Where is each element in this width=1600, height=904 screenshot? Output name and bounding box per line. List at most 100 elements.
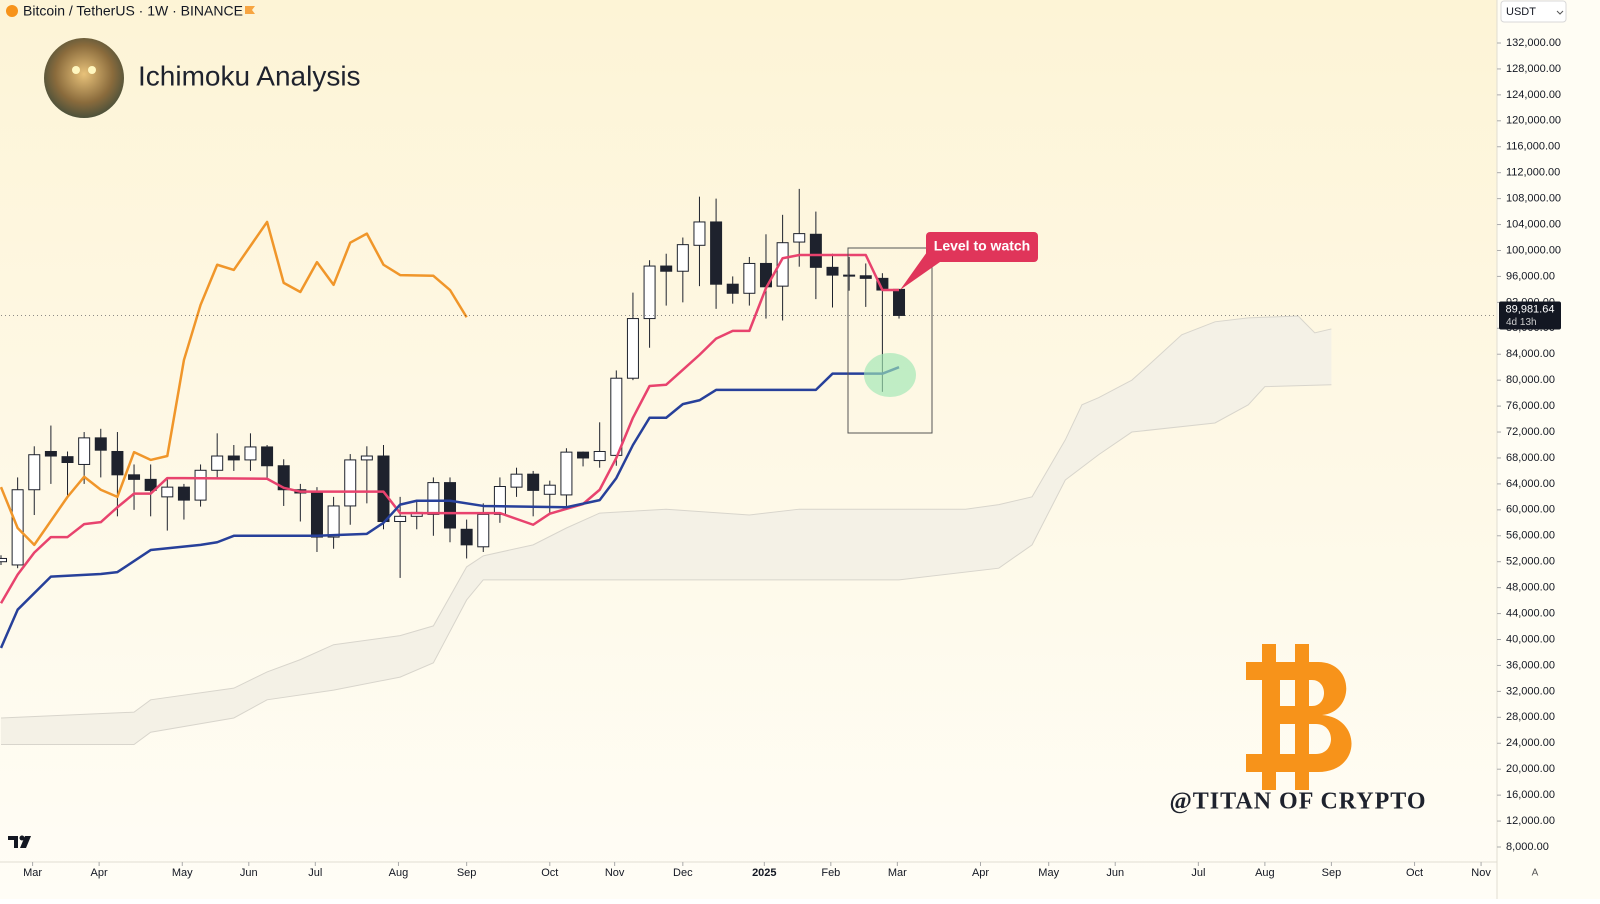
x-tick-label: Jul xyxy=(1191,867,1205,879)
candle-body xyxy=(527,473,540,491)
candle-body xyxy=(643,265,656,320)
candle-body xyxy=(809,233,822,268)
x-tick-label: May xyxy=(172,867,193,879)
y-tick-label: 20,000.00 xyxy=(1506,763,1555,775)
candle-body xyxy=(710,221,723,285)
currency-select[interactable] xyxy=(1500,0,1567,23)
x-tick-label: Oct xyxy=(541,867,558,879)
candle-body xyxy=(843,274,856,277)
candle-body xyxy=(543,484,556,495)
candle-body xyxy=(859,275,872,279)
x-tick-label: May xyxy=(1038,867,1059,879)
candle-body xyxy=(493,485,506,515)
y-tick-label: 96,000.00 xyxy=(1506,270,1555,282)
candle-body xyxy=(444,482,457,529)
x-tick-label: Jun xyxy=(240,867,258,879)
candle-body xyxy=(477,513,490,548)
y-tick-label: 132,000.00 xyxy=(1506,37,1561,49)
x-tick-label: Apr xyxy=(972,867,989,879)
candle-body xyxy=(510,473,523,488)
chevron xyxy=(1556,10,1564,15)
candle-body xyxy=(111,450,124,476)
y-tick-label: 100,000.00 xyxy=(1506,244,1561,256)
y-tick-label: 12,000.00 xyxy=(1506,815,1555,827)
candle-body xyxy=(460,528,473,546)
candle-body xyxy=(0,557,7,563)
x-tick-label: Aug xyxy=(1255,867,1275,879)
highlight-circle xyxy=(864,353,916,397)
y-tick-label: 36,000.00 xyxy=(1506,659,1555,671)
y-tick-label: 116,000.00 xyxy=(1506,141,1560,153)
candle-body xyxy=(244,446,257,461)
y-tick-label: 72,000.00 xyxy=(1506,426,1555,438)
candle-body xyxy=(277,465,290,491)
tv-logo xyxy=(8,836,31,848)
avatar-eye xyxy=(72,66,80,74)
y-tick-label: 28,000.00 xyxy=(1506,711,1555,723)
y-tick-label: 56,000.00 xyxy=(1506,530,1555,542)
y-tick-label: 8,000.00 xyxy=(1506,841,1549,853)
candle-body xyxy=(360,455,373,461)
y-tick-label: 104,000.00 xyxy=(1506,218,1561,230)
candle-body xyxy=(610,377,623,456)
callout xyxy=(926,232,1038,262)
candle-body xyxy=(676,244,689,272)
candle-body xyxy=(327,505,340,538)
candle-body xyxy=(261,446,274,467)
candle-body xyxy=(377,455,390,523)
currency: USDT xyxy=(1506,6,1536,18)
x-tick-label: Apr xyxy=(91,867,108,879)
candle-body xyxy=(344,459,357,507)
watermark: @TITAN OF CRYPTO xyxy=(1169,789,1426,815)
axes: 132,000.00 128,000.00 124,000.00 120,000.00… xyxy=(23,37,1561,879)
candle-body xyxy=(394,515,407,523)
y-tick-label: 108,000.00 xyxy=(1506,193,1561,205)
tv-logo-dot xyxy=(19,835,25,841)
candle-body xyxy=(693,221,706,246)
y-tick-label: 48,000.00 xyxy=(1506,582,1555,594)
candle-body xyxy=(28,454,41,491)
y-tick-label: 44,000.00 xyxy=(1506,607,1555,619)
x-tick-label: Sep xyxy=(457,867,477,879)
x-tick-label: Nov xyxy=(605,867,625,879)
candle-body xyxy=(194,469,207,501)
cloud-edge xyxy=(0,315,1332,719)
avatar-eye xyxy=(88,66,96,74)
y-tick-label: 52,000.00 xyxy=(1506,556,1555,568)
candle-body xyxy=(61,456,74,464)
candle-body xyxy=(893,288,906,316)
price-tag xyxy=(1499,301,1561,330)
price-axis xyxy=(1497,0,1600,899)
plot-area xyxy=(0,188,1497,746)
candle-body xyxy=(78,437,91,465)
candle-body xyxy=(793,233,806,243)
x-tick-label: Jun xyxy=(1106,867,1124,879)
x-tick-label: Aug xyxy=(389,867,409,879)
x-tick-label: Jul xyxy=(308,867,322,879)
candle-body xyxy=(776,242,789,287)
y-tick-label: 16,000.00 xyxy=(1506,789,1555,801)
y-tick-label: 68,000.00 xyxy=(1506,452,1555,464)
callout-text: Level to watch xyxy=(934,238,1030,254)
symbol-icon xyxy=(6,5,18,17)
candle-body xyxy=(726,283,739,294)
y-tick-label: 60,000.00 xyxy=(1506,504,1555,516)
x-tick-label: Dec xyxy=(673,867,693,879)
candle-body xyxy=(94,437,107,451)
y-tick-label: 120,000.00 xyxy=(1506,115,1561,127)
candle-body xyxy=(144,478,157,491)
avatar xyxy=(44,38,124,118)
y-tick-label: 84,000.00 xyxy=(1506,348,1555,360)
candle-body xyxy=(660,265,673,272)
candle-body xyxy=(310,492,323,538)
chart-title: Ichimoku Analysis xyxy=(138,60,361,91)
x-tick-label: Mar xyxy=(23,867,42,879)
x-tick-label: Nov xyxy=(1471,867,1491,879)
y-tick-label: 32,000.00 xyxy=(1506,685,1555,697)
indicator-line xyxy=(0,220,468,547)
y-tick-label: 128,000.00 xyxy=(1506,63,1561,75)
y-tick-label: 64,000.00 xyxy=(1506,478,1555,490)
y-tick-label: 40,000.00 xyxy=(1506,633,1555,645)
